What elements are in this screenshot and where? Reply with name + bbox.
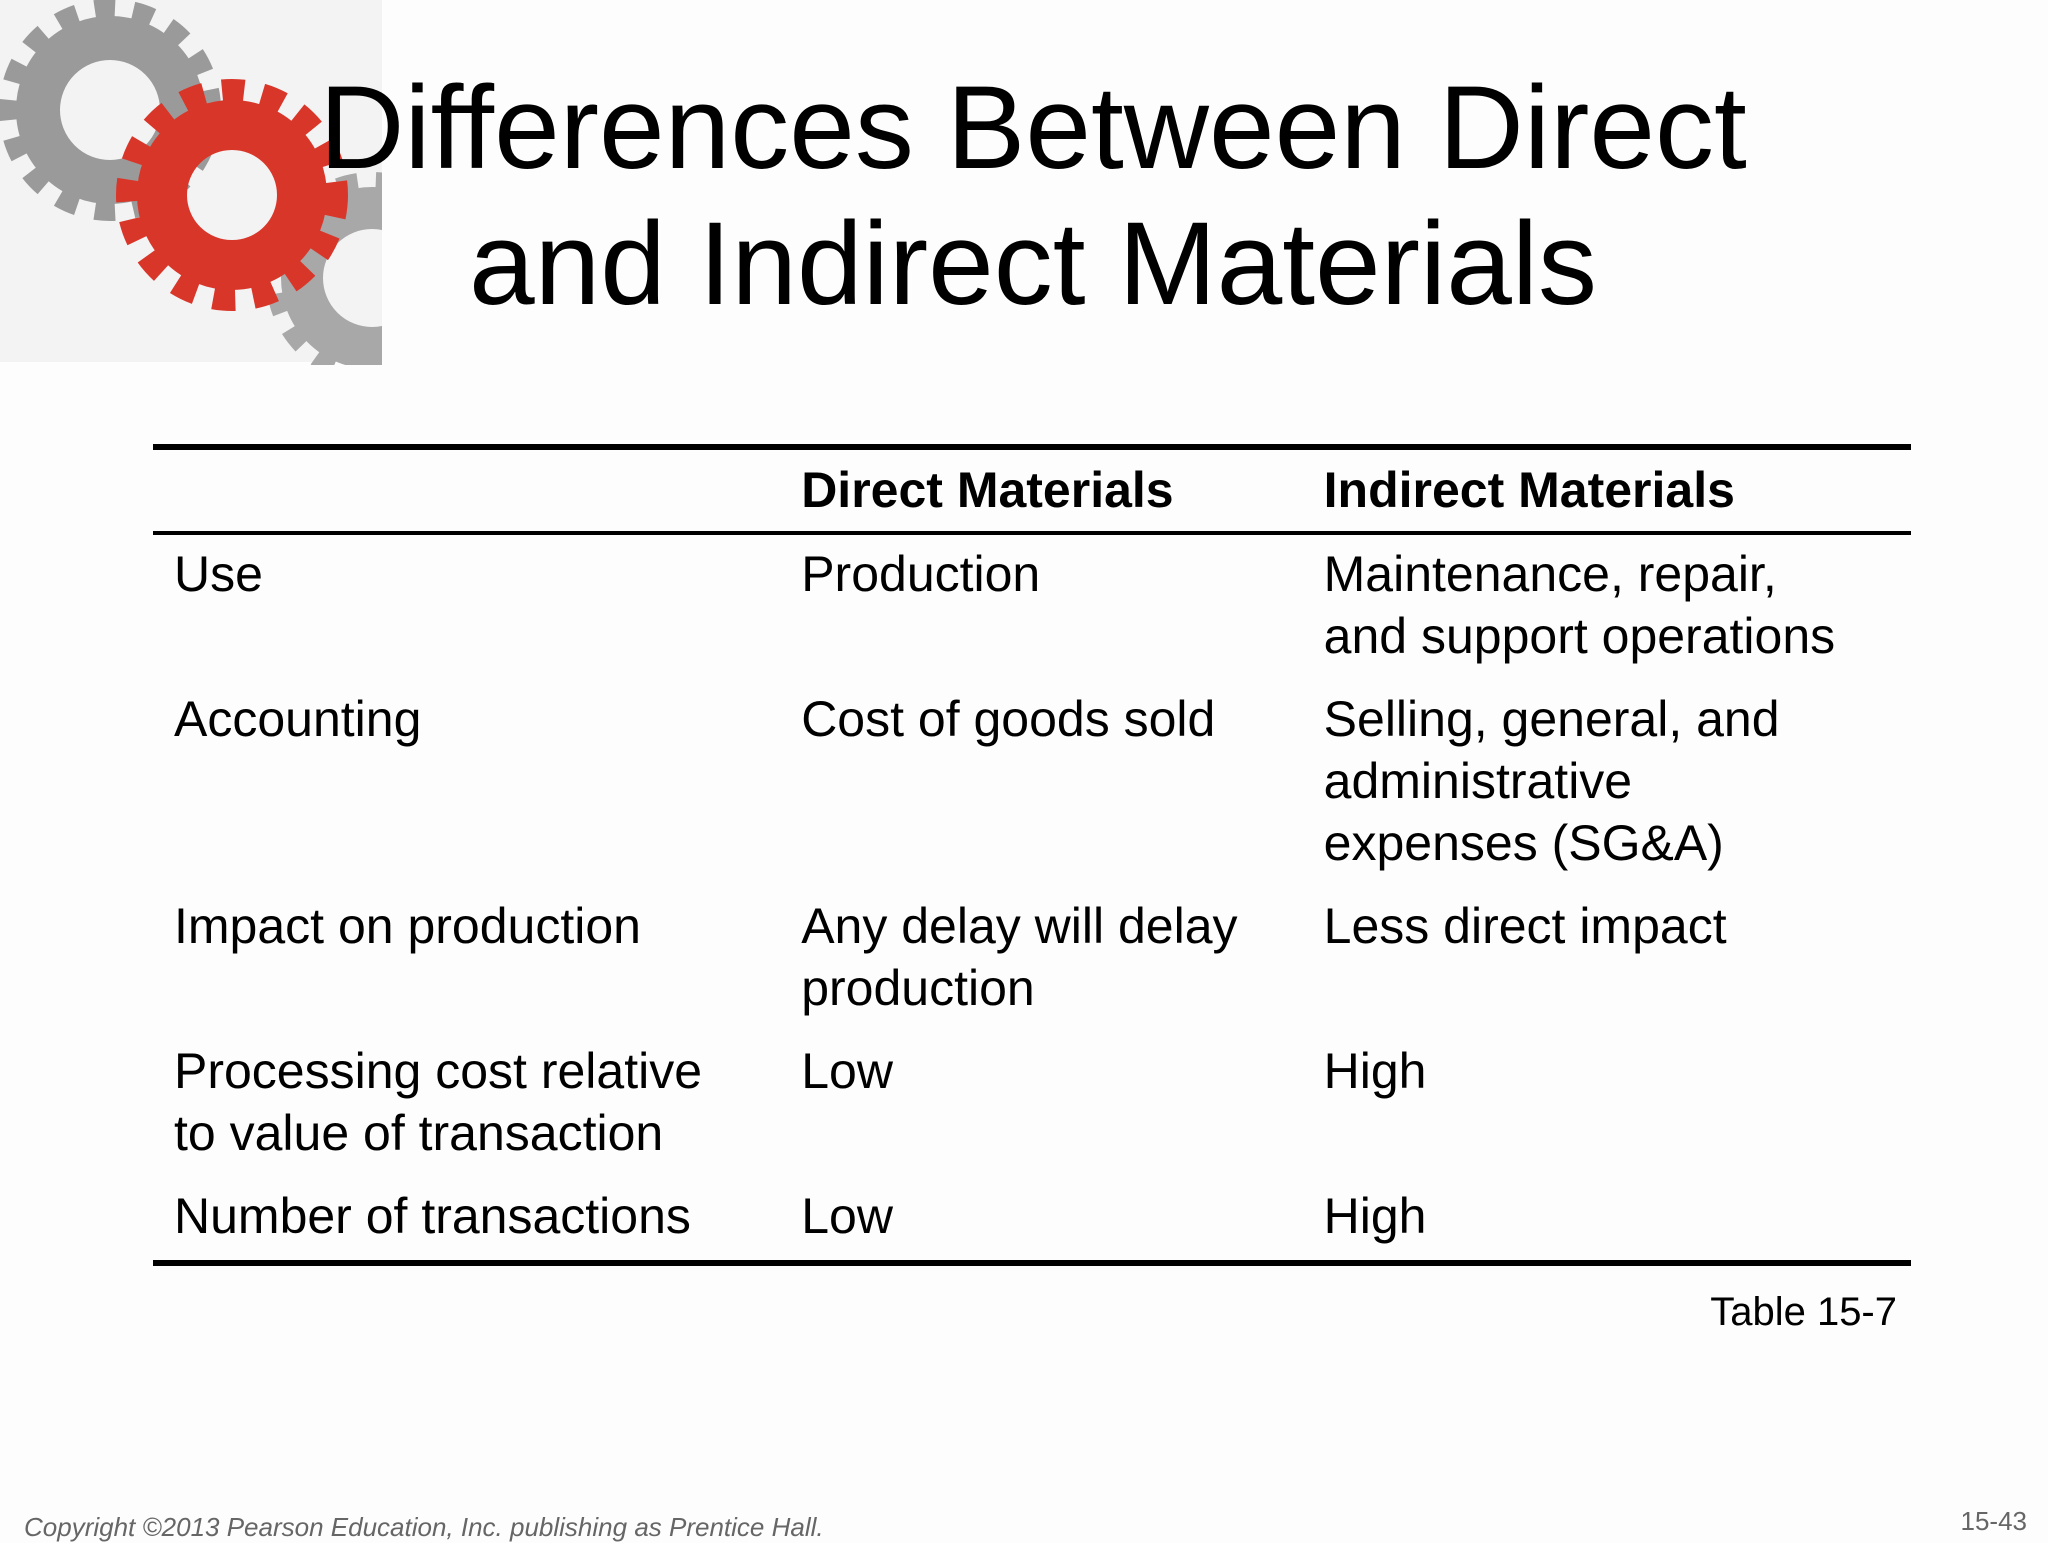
cell-line: Maintenance, repair,: [1323, 546, 1777, 602]
table-row: Number of transactions Low High: [153, 1177, 1911, 1263]
table-cell: Any delay will delay production: [780, 887, 1302, 1032]
cell-line: Processing cost relative: [174, 1043, 703, 1099]
cell-line: High: [1323, 1043, 1427, 1099]
cell-line: Cost of goods sold: [801, 691, 1216, 747]
table-cell: Processing cost relative to value of tran…: [153, 1032, 780, 1177]
header-cell: [153, 447, 781, 535]
table-cell: High: [1303, 1177, 1911, 1263]
cell-line: Use: [174, 546, 263, 602]
table-caption: Table 15-7: [1710, 1290, 1897, 1334]
table-cell: Maintenance, repair, and support operatio…: [1303, 533, 1911, 680]
cell-line: Selling, general, and: [1323, 691, 1780, 747]
title-line: Differences Between Direct: [319, 62, 1747, 194]
gear-clip: [382, 0, 390, 365]
cell-line: Low: [801, 1043, 893, 1099]
cell-line: expenses (SG&A): [1323, 815, 1724, 871]
table-cell: Low: [780, 1177, 1302, 1263]
table-cell: Low: [780, 1032, 1302, 1177]
table-cell: Production: [780, 533, 1302, 680]
table-row: Accounting Cost of goods sold Selling, gen…: [153, 680, 1911, 887]
table-cell: Selling, general, and administrative expen…: [1303, 680, 1911, 887]
table-cell: Impact on production: [153, 887, 780, 1032]
gear-red: [137, 100, 327, 290]
gear-red-teeth: [116, 79, 348, 311]
table-row: Processing cost relative to value of tran…: [153, 1032, 1911, 1177]
table-cell: High: [1303, 1032, 1911, 1177]
cell-line: Low: [801, 1188, 893, 1244]
table-header-row: Direct Materials Indirect Materials: [153, 447, 1911, 535]
cell-line: and support operations: [1323, 608, 1836, 664]
table-cell: Less direct impact: [1303, 887, 1911, 1032]
cell-line: to value of transaction: [174, 1105, 664, 1161]
table-row: Use Production Maintenance, repair, and sup…: [153, 533, 1911, 680]
table-cell: Cost of goods sold: [780, 680, 1302, 887]
gear-gray: [16, 16, 204, 204]
cell-line: Production: [801, 546, 1041, 602]
table-row: Impact on production Any delay will delay…: [153, 887, 1911, 1032]
table-cell: Number of transactions: [153, 1177, 780, 1263]
cell-line: Any delay will delay: [801, 898, 1238, 954]
title-line: and Indirect Materials: [468, 198, 1598, 330]
table-cell: Accounting: [153, 680, 780, 887]
table-cell: Use: [153, 533, 780, 680]
header-cell: Indirect Materials: [1302, 447, 1911, 535]
comparison-table: Direct Materials Indirect Materials Use Pr…: [153, 444, 1911, 1266]
cell-line: Less direct impact: [1323, 898, 1727, 954]
cell-line: Impact on production: [174, 898, 641, 954]
cell-line: Accounting: [174, 691, 422, 747]
cell-line: administrative: [1323, 753, 1633, 809]
copyright: Copyright ©2013 Pearson Education, Inc. …: [24, 1512, 824, 1542]
gears-decoration: [0, 0, 390, 365]
header-cell: Direct Materials: [780, 447, 1303, 535]
slide-title: Differences Between Direct and Indirect M…: [0, 60, 2048, 332]
cell-line: High: [1323, 1188, 1427, 1244]
cell-line: Number of transactions: [174, 1188, 691, 1244]
page-number: 15-43: [1960, 1506, 2028, 1536]
cell-line: production: [801, 960, 1035, 1016]
